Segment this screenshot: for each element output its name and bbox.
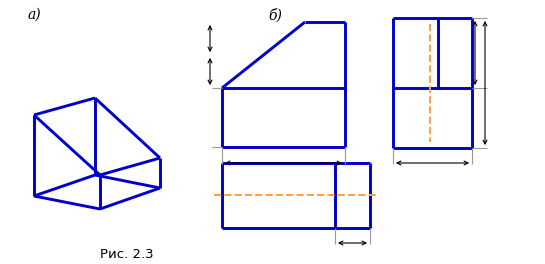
Text: а): а) [28,8,41,22]
Text: Рис. 2.3: Рис. 2.3 [100,248,154,261]
Text: б): б) [268,8,282,22]
